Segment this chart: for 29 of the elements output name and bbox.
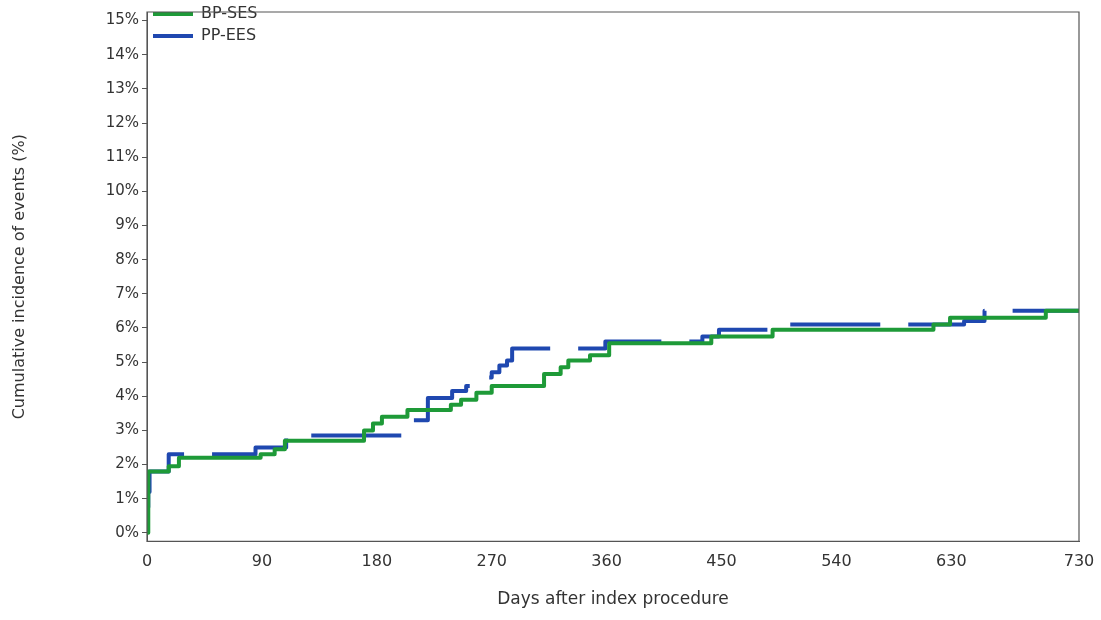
x-tick-label: 180 [361,551,393,571]
x-tick-label: 730 [1063,551,1095,571]
x-tick-label: 630 [936,551,967,571]
y-tick-label: 5% [115,351,139,370]
legend-label: BP-SES [201,3,258,23]
y-tick-label: 15% [105,10,139,29]
y-tick-label: 12% [105,112,139,131]
y-tick-label: 10% [105,181,139,200]
y-tick-label: 14% [105,44,139,63]
y-tick-label: 8% [115,249,139,268]
x-tick-label: 360 [591,551,622,571]
x-tick-label: 0 [141,551,153,571]
x-tick-label: 450 [706,551,737,571]
y-tick-label: 7% [115,283,139,302]
y-tick-label: 11% [105,147,139,166]
legend-label: PP-EES [201,25,257,45]
x-tick-label: 90 [251,551,273,571]
y-axis-title: Cumulative incidence of events (%) [8,134,28,420]
y-tick-label: 6% [115,317,139,336]
y-tick-label: 13% [105,78,139,97]
x-tick-label: 540 [821,551,852,571]
y-tick-label: 4% [115,386,139,405]
y-tick-label: 2% [115,454,139,473]
y-tick-label: 3% [115,420,139,439]
x-tick-label: 270 [476,551,507,571]
x-axis-title: Days after index procedure [497,588,729,609]
y-tick-label: 1% [115,488,139,507]
y-tick-label: 9% [115,215,139,234]
y-tick-label: 0% [115,522,139,541]
